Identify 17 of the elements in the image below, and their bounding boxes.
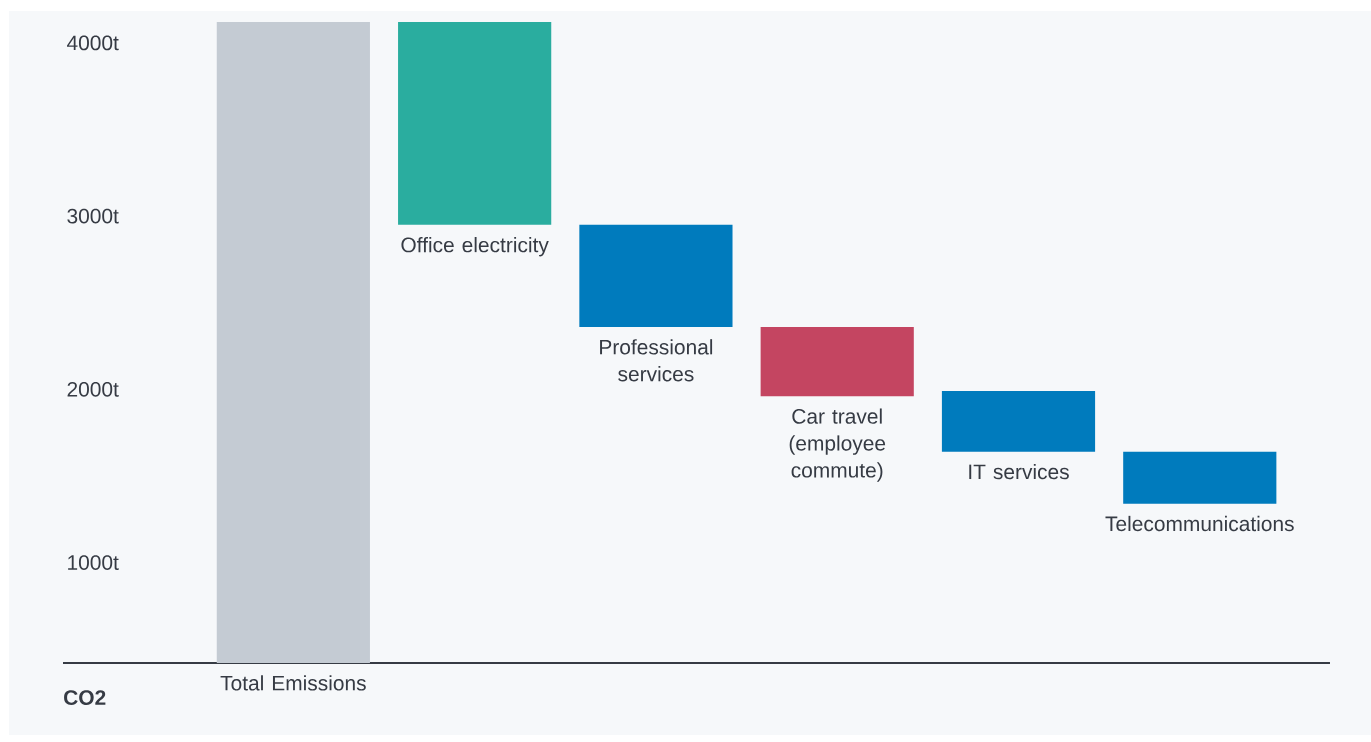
y-tick-label: 2000t bbox=[67, 381, 119, 397]
x-tick-label: Total Emissions bbox=[220, 675, 366, 691]
x-tick-label: Office electricity bbox=[401, 236, 549, 257]
bar bbox=[216, 22, 370, 663]
bar bbox=[760, 326, 914, 397]
text: CO2 bbox=[64, 690, 106, 706]
bar bbox=[579, 224, 733, 327]
bar bbox=[398, 22, 552, 225]
y-tick-label: 3000t bbox=[67, 208, 119, 224]
x-tick-label: Telecommunications bbox=[1105, 515, 1294, 532]
x-tick-label: Professional services bbox=[600, 339, 713, 382]
bar bbox=[941, 391, 1096, 452]
x-tick-label: Car travel (employee commute) bbox=[789, 408, 886, 482]
y-tick-label: 4000t bbox=[67, 35, 119, 51]
x-tick-label: IT services bbox=[969, 463, 1069, 480]
bar bbox=[1123, 451, 1277, 504]
y-tick-label: 1000t bbox=[68, 555, 119, 570]
